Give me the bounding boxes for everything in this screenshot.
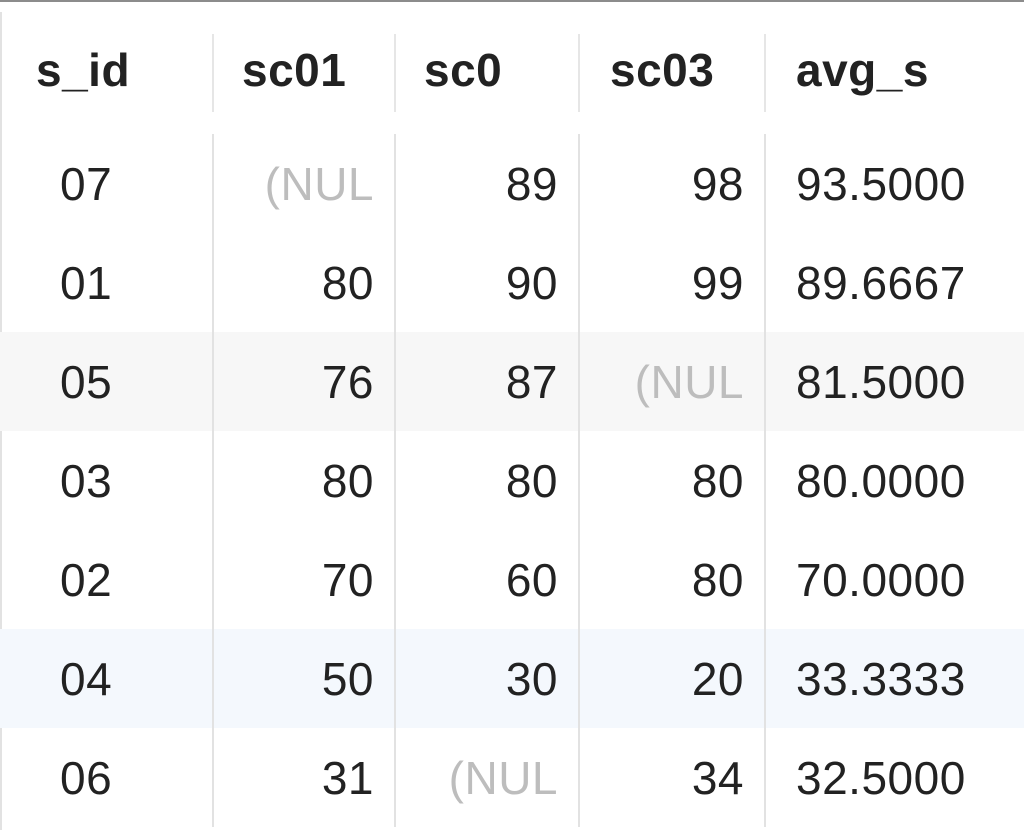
cell-sc0[interactable]: 89 [396, 134, 580, 233]
cell-sc03[interactable]: (NUL [580, 332, 766, 431]
cell-sc0[interactable]: 87 [396, 332, 580, 431]
cell-sc0[interactable]: 90 [396, 233, 580, 332]
column-header-s-id[interactable]: s_id [0, 12, 214, 134]
cell-sc01[interactable]: 76 [214, 332, 396, 431]
grid-header-row: s_id sc01 sc0 sc03 avg_s [0, 12, 1024, 134]
cell-s-id[interactable]: 04 [0, 629, 214, 728]
column-header-sc03[interactable]: sc03 [580, 12, 766, 134]
cell-sc01[interactable]: 70 [214, 530, 396, 629]
column-header-sc01[interactable]: sc01 [214, 12, 396, 134]
table-row[interactable]: 06 31 (NUL 34 32.5000 [0, 728, 1024, 827]
result-grid: s_id sc01 sc0 sc03 avg_s 07 (NUL 89 98 9… [0, 12, 1024, 827]
cell-sc0[interactable]: 60 [396, 530, 580, 629]
table-row[interactable]: 04 50 30 20 33.3333 [0, 629, 1024, 728]
cell-avg-s[interactable]: 70.0000 [796, 553, 966, 606]
table-row[interactable]: 03 80 80 80 80.0000 [0, 431, 1024, 530]
cell-sc03[interactable]: 80 [580, 431, 766, 530]
cell-avg-s[interactable]: 33.3333 [796, 652, 966, 705]
cell-s-id[interactable]: 03 [0, 431, 214, 530]
cell-sc01[interactable]: 50 [214, 629, 396, 728]
cell-sc01[interactable]: 80 [214, 233, 396, 332]
table-row[interactable]: 01 80 90 99 89.6667 [0, 233, 1024, 332]
cell-sc03[interactable]: 99 [580, 233, 766, 332]
cell-sc0[interactable]: 30 [396, 629, 580, 728]
table-row[interactable]: 02 70 60 80 70.0000 [0, 530, 1024, 629]
cell-sc0[interactable]: 80 [396, 431, 580, 530]
cell-sc01[interactable]: 31 [214, 728, 396, 827]
cell-avg-s[interactable]: 80.0000 [796, 454, 966, 507]
cell-s-id[interactable]: 05 [0, 332, 214, 431]
cell-s-id[interactable]: 02 [0, 530, 214, 629]
column-header-sc0[interactable]: sc0 [396, 12, 580, 134]
cell-s-id[interactable]: 01 [0, 233, 214, 332]
window-top-border [0, 0, 1024, 12]
table-row[interactable]: 07 (NUL 89 98 93.5000 [0, 134, 1024, 233]
cell-sc03[interactable]: 20 [580, 629, 766, 728]
cell-avg-s[interactable]: 32.5000 [796, 751, 966, 804]
cell-avg-s[interactable]: 81.5000 [796, 355, 966, 408]
cell-sc03[interactable]: 80 [580, 530, 766, 629]
cell-s-id[interactable]: 06 [0, 728, 214, 827]
cell-sc0[interactable]: (NUL [396, 728, 580, 827]
cell-sc03[interactable]: 34 [580, 728, 766, 827]
cell-sc01[interactable]: (NUL [214, 134, 396, 233]
cell-avg-s[interactable]: 89.6667 [796, 256, 966, 309]
cell-sc01[interactable]: 80 [214, 431, 396, 530]
column-header-avg-s[interactable]: avg_s [796, 44, 929, 96]
cell-avg-s[interactable]: 93.5000 [796, 157, 966, 210]
cell-sc03[interactable]: 98 [580, 134, 766, 233]
cell-s-id[interactable]: 07 [0, 134, 214, 233]
table-row[interactable]: 05 76 87 (NUL 81.5000 [0, 332, 1024, 431]
